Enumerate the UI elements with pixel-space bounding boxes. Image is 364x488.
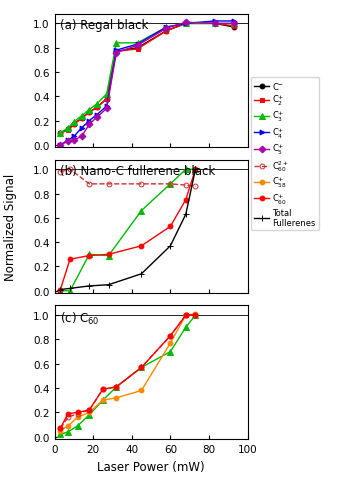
Text: Normalized Signal: Normalized Signal — [4, 173, 17, 281]
Legend: C$^{-}$, C$_2^{+}$, C$_3^{+}$, C$_4^{+}$, C$_5^{+}$, C$_{60}^{2+}$, C$_{58}^{+}$: C$^{-}$, C$_2^{+}$, C$_3^{+}$, C$_4^{+}$… — [251, 78, 319, 231]
Text: (b) Nano-C fullerene black: (b) Nano-C fullerene black — [60, 164, 215, 177]
Text: (c) C$_{60}$: (c) C$_{60}$ — [60, 310, 100, 326]
X-axis label: Laser Power (mW): Laser Power (mW) — [97, 460, 205, 472]
Text: (a) Regal black: (a) Regal black — [60, 19, 149, 32]
